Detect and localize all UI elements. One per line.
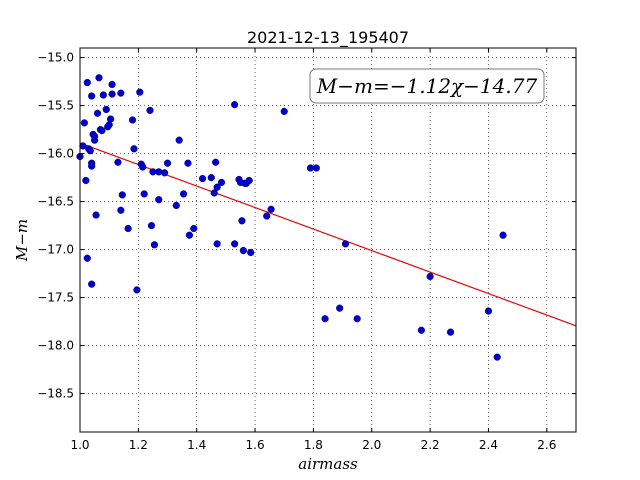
data-point xyxy=(280,107,288,115)
data-point xyxy=(117,206,125,214)
data-point xyxy=(146,106,154,115)
data-point xyxy=(102,105,110,114)
data-point xyxy=(212,158,220,166)
data-point xyxy=(124,224,132,233)
data-point xyxy=(128,116,137,124)
x-tick-label: 1.8 xyxy=(304,438,323,452)
data-point xyxy=(108,90,116,98)
equation-box: M−m=−1.12χ−14.77 xyxy=(309,68,545,104)
data-point xyxy=(161,169,169,177)
fit-equation: M−m=−1.12χ−14.77 xyxy=(316,74,538,98)
y-tick-label: −17.5 xyxy=(37,291,74,305)
x-tick-label: 1.6 xyxy=(246,438,265,452)
data-point xyxy=(88,92,96,100)
data-point xyxy=(118,191,126,199)
data-point xyxy=(117,89,125,97)
data-point xyxy=(426,272,434,281)
data-point xyxy=(213,183,221,191)
data-point xyxy=(263,212,271,220)
x-tick-label: 1.2 xyxy=(129,438,148,452)
x-axis-ticks: 1.0 1.2 1.4 1.6 1.8 2.0 2.2 2.4 2.6 xyxy=(70,48,556,452)
y-tick-label: −16.5 xyxy=(37,195,74,209)
x-tick-label: 2.0 xyxy=(362,438,381,452)
data-point xyxy=(312,164,320,172)
data-point xyxy=(321,315,329,323)
data-point xyxy=(247,248,255,257)
data-point xyxy=(107,115,115,123)
data-point xyxy=(133,286,141,294)
data-point xyxy=(82,176,90,185)
x-axis-label: airmass xyxy=(298,455,358,473)
y-tick-label: −15.0 xyxy=(37,51,74,65)
data-point xyxy=(86,147,94,155)
data-point xyxy=(140,190,148,198)
data-point xyxy=(114,158,122,166)
data-point xyxy=(198,174,207,183)
data-point xyxy=(93,109,102,117)
data-point xyxy=(83,78,91,87)
plot-frame xyxy=(79,47,577,433)
data-point xyxy=(341,240,350,248)
y-tick-label: −15.5 xyxy=(37,99,74,113)
data-point xyxy=(210,189,218,197)
data-point xyxy=(179,190,188,198)
data-point xyxy=(231,240,239,248)
data-point xyxy=(499,231,507,239)
equation-box-frame xyxy=(309,68,545,104)
data-point xyxy=(245,176,253,185)
data-point xyxy=(92,211,100,219)
data-point xyxy=(136,88,144,96)
data-point xyxy=(353,315,361,323)
data-point xyxy=(238,217,246,225)
data-point xyxy=(88,162,96,170)
x-tick-label: 2.4 xyxy=(479,438,498,452)
x-tick-label: 1.0 xyxy=(70,438,89,452)
data-point xyxy=(130,145,138,153)
y-axis-label: M−m xyxy=(13,219,31,262)
data-point xyxy=(108,80,116,89)
y-tick-label: −18.0 xyxy=(37,339,74,353)
data-points xyxy=(76,74,507,361)
data-point xyxy=(150,241,159,249)
data-point xyxy=(163,159,172,167)
data-point xyxy=(155,196,163,204)
data-point xyxy=(184,159,192,167)
y-tick-label: −18.5 xyxy=(37,387,74,401)
data-point xyxy=(484,307,493,315)
data-point xyxy=(231,101,239,109)
data-point xyxy=(83,254,91,262)
data-point xyxy=(98,126,106,135)
data-point xyxy=(147,222,156,230)
x-tick-label: 2.6 xyxy=(537,438,556,452)
data-point xyxy=(88,280,96,288)
data-point xyxy=(336,304,344,312)
data-point xyxy=(90,136,99,144)
data-point xyxy=(493,353,501,361)
data-point xyxy=(417,326,425,334)
data-point xyxy=(172,201,180,210)
y-tick-label: −16.0 xyxy=(37,147,74,161)
data-point xyxy=(217,178,226,187)
data-point xyxy=(267,205,275,213)
x-tick-label: 2.2 xyxy=(421,438,440,452)
data-point xyxy=(213,240,221,248)
data-point xyxy=(139,163,147,171)
data-point xyxy=(80,119,88,127)
data-point xyxy=(185,231,194,239)
data-point xyxy=(239,246,247,255)
data-point xyxy=(175,136,183,144)
data-point xyxy=(207,174,215,182)
x-tick-label: 1.4 xyxy=(187,438,206,452)
data-point xyxy=(99,91,107,99)
y-tick-label: −17.0 xyxy=(37,243,74,257)
y-axis-ticks: −15.0 −15.5 −16.0 −16.5 −17.0 −17.5 −18.0 −18.5 xyxy=(37,51,576,401)
data-point xyxy=(190,224,198,233)
data-point xyxy=(446,328,455,336)
chart-title: 2021-12-13_195407 xyxy=(247,28,409,48)
data-point xyxy=(95,74,103,82)
grid xyxy=(79,48,576,432)
